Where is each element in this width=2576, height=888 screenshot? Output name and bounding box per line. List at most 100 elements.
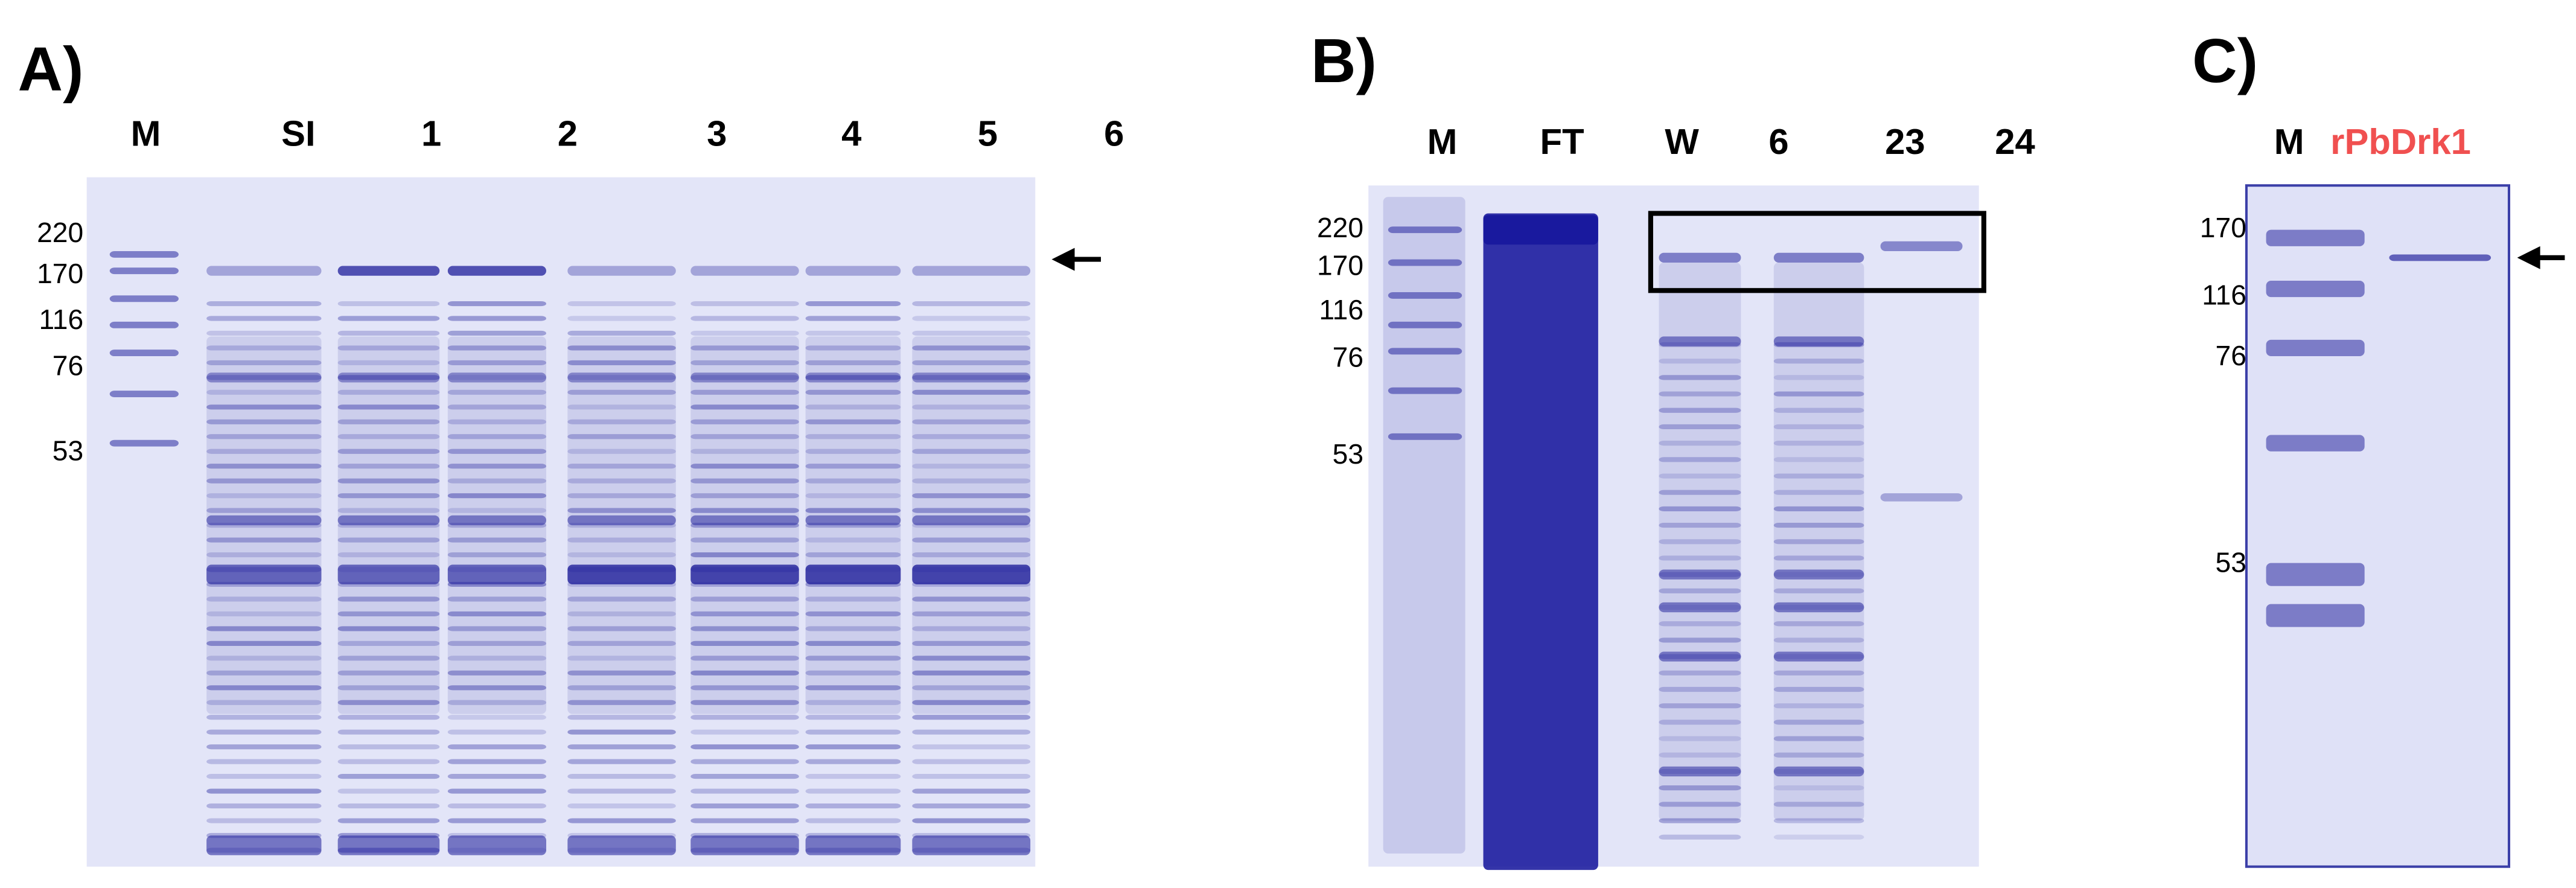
band [1773,686,1864,692]
band [1659,834,1741,840]
band [1659,457,1741,462]
band [912,596,1031,602]
band [206,818,322,823]
band [912,640,1031,646]
band [1388,348,1462,355]
band [567,626,676,631]
band [567,564,676,584]
band [1659,407,1741,413]
band [1773,736,1864,741]
band [206,788,322,794]
band [337,670,440,676]
lane-label: 24 [1995,121,2035,162]
band [206,478,322,484]
band [1659,752,1741,758]
lane-label: 6 [1104,113,1124,153]
band [206,515,322,526]
band [805,389,901,395]
band [1773,441,1864,446]
band [206,700,322,705]
band [1659,375,1741,380]
panel-label: B) [1311,25,1377,95]
band [567,266,676,276]
band [337,640,440,646]
band [567,611,676,616]
band [690,515,799,526]
band [206,744,322,750]
band [690,729,799,735]
band [206,345,322,351]
band [1659,637,1741,643]
gel [2245,184,2511,868]
band [690,389,799,395]
band [567,640,676,646]
band [337,345,440,351]
band [2266,229,2365,246]
marker-label: 53 [53,435,83,467]
band [567,508,676,513]
band [206,360,322,365]
band [1659,555,1741,561]
band [206,715,322,720]
band [206,596,322,602]
band [912,670,1031,676]
band [447,818,546,823]
band [805,774,901,779]
band [805,515,901,526]
band [337,818,440,823]
band [567,656,676,661]
band [1659,802,1741,807]
band [1773,651,1864,662]
band [337,626,440,631]
arrow-head [1051,248,1075,271]
band [447,803,546,809]
band [206,685,322,691]
band [337,835,440,855]
band [912,685,1031,691]
band [337,389,440,395]
band [690,404,799,410]
band [805,818,901,823]
band [912,774,1031,779]
band [337,330,440,336]
band [567,818,676,823]
band [1659,818,1741,823]
band [1483,215,1598,245]
band [1773,621,1864,627]
band [337,478,440,484]
band [690,596,799,602]
band [447,493,546,499]
band [206,611,322,616]
band [447,266,546,276]
band [206,803,322,809]
band [1659,703,1741,709]
band [206,316,322,321]
band [805,759,901,764]
band [805,434,901,439]
band [912,564,1031,584]
band [805,345,901,351]
band [690,774,799,779]
band [912,372,1031,383]
band [337,729,440,735]
band [337,449,440,454]
band [337,372,440,383]
band [1659,523,1741,528]
band [912,419,1031,424]
band [690,788,799,794]
band [805,493,901,499]
band [1773,424,1864,430]
band [805,537,901,543]
band [567,596,676,602]
lane-label: M [1427,121,1458,162]
band [337,685,440,691]
band [567,685,676,691]
band [1773,766,1864,777]
band [690,656,799,661]
band [1659,569,1741,580]
band [690,449,799,454]
band [337,596,440,602]
band [1773,457,1864,462]
band [805,700,901,705]
band [1773,834,1864,840]
